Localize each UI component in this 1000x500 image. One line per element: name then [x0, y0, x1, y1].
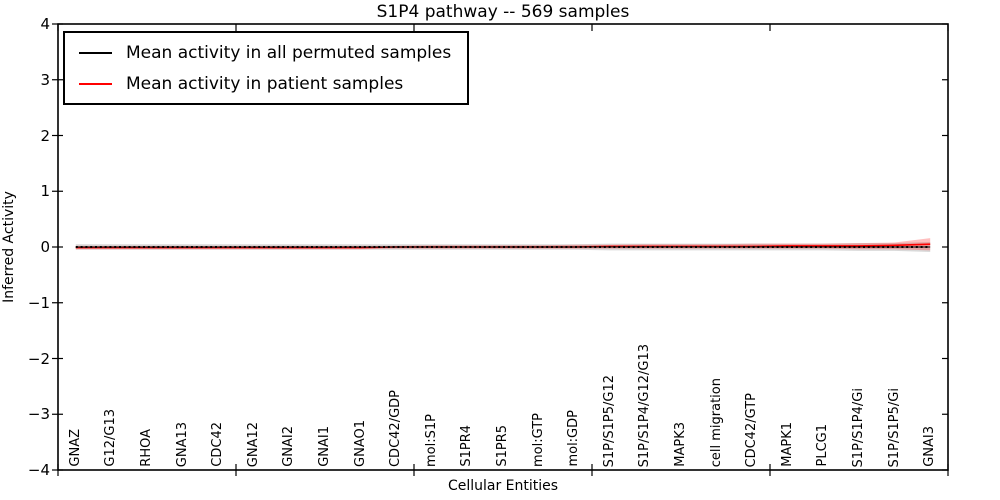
- x-tick-label: MAPK1: [779, 422, 795, 467]
- x-tick-label: CDC42/GTP: [744, 392, 760, 467]
- x-tick-label: GNA12: [245, 421, 261, 467]
- legend-line-sample-red: [79, 82, 112, 85]
- y-tick-label: 3: [40, 70, 50, 89]
- y-tick-label: −1: [27, 293, 50, 312]
- x-tick-label: GNAI3: [922, 426, 938, 467]
- x-axis-label: Cellular Entities: [447, 478, 559, 494]
- x-tick-label: CDC42: [210, 422, 226, 467]
- legend-item-patient: Mean activity in patient samples: [77, 70, 451, 97]
- legend: Mean activity in all permuted samples Me…: [63, 31, 470, 105]
- y-tick-label: 2: [40, 126, 50, 145]
- x-tick-label: S1P/S1P4/Gi: [851, 387, 866, 467]
- x-tick-label: G12/G13: [103, 409, 119, 467]
- x-tick-label: MAPK3: [673, 422, 688, 467]
- x-tick-label: RHOA: [139, 429, 154, 467]
- x-tick-label: GNAI2: [281, 426, 297, 467]
- x-tick-label: mol:GTP: [530, 413, 546, 467]
- x-tick-label: S1P/S1P5/G12: [601, 374, 617, 467]
- legend-item-permuted: Mean activity in all permuted samples: [77, 39, 451, 66]
- x-tick-label: S1PR4: [459, 425, 475, 467]
- x-tick-label: S1P/S1P5/Gi: [886, 387, 902, 467]
- y-tick-label: 0: [40, 238, 50, 256]
- x-tick-label: GNAI1: [317, 426, 332, 467]
- x-tick-label: mol:GDP: [566, 410, 582, 467]
- x-tick-label: GNA13: [174, 421, 190, 467]
- x-tick-label: CDC42/GDP: [388, 389, 404, 467]
- y-tick-label: 4: [40, 15, 50, 33]
- legend-line-sample-black: [79, 51, 112, 54]
- legend-label: Mean activity in all permuted samples: [126, 42, 452, 63]
- x-tick-label: PLCG1: [815, 424, 831, 467]
- x-tick-label: S1PR5: [495, 425, 510, 467]
- y-tick-label: −4: [27, 461, 50, 479]
- y-tick-label: −2: [27, 349, 50, 368]
- y-tick-label: −3: [27, 405, 50, 424]
- chart-title: S1P4 pathway -- 569 samples: [376, 2, 630, 22]
- x-tick-label: GNAZ: [67, 429, 83, 467]
- legend-label: Mean activity in patient samples: [126, 73, 404, 94]
- x-tick-label: S1P/S1P4/G12/G13: [637, 343, 653, 467]
- x-tick-label: cell migration: [708, 377, 724, 467]
- x-tick-label: GNAO1: [352, 420, 368, 467]
- axes-box: [57, 23, 949, 471]
- x-tick-label: mol:S1P: [423, 414, 439, 467]
- y-tick-label: 1: [40, 182, 50, 201]
